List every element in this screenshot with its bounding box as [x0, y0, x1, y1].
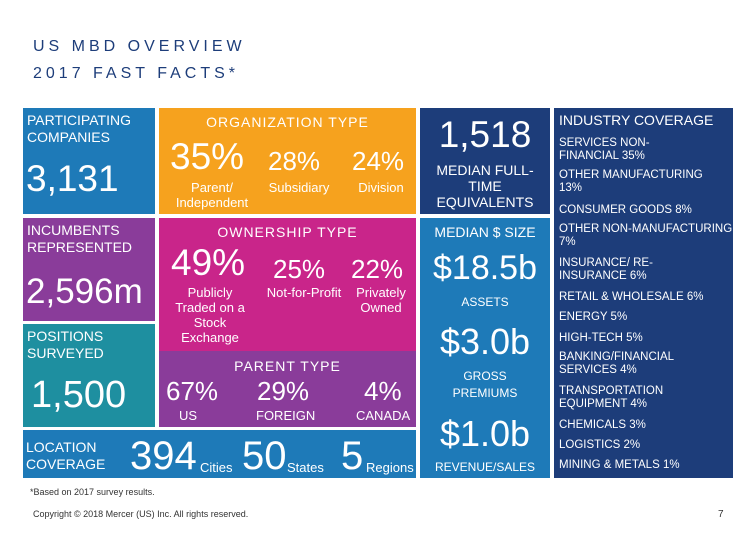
- revenue-value: $1.0b: [439, 413, 531, 454]
- industry-item: SERVICES NON-FINANCIAL 35%: [559, 137, 650, 162]
- location-value-states: 50: [242, 434, 287, 478]
- location-unit-regions: Regions: [366, 460, 414, 475]
- revenue-label: REVENUE/SALES: [434, 460, 536, 474]
- industry-item: CONSUMER GOODS 8%: [559, 204, 692, 216]
- location-value-regions: 5: [341, 434, 364, 478]
- positions-value: 1,500: [31, 374, 127, 416]
- parent-name-2: FOREIGN: [256, 408, 316, 423]
- location-value-cities: 394: [130, 434, 197, 478]
- ownership-label: OWNERSHIP TYPE: [217, 224, 358, 240]
- title-line-2: 2017 FAST FACTS*: [33, 65, 239, 82]
- assets-value: $18.5b: [433, 249, 537, 287]
- location-unit-cities: Cities: [200, 460, 233, 475]
- industry-item: OTHER NON-MANUFACTURING 7%: [559, 223, 733, 248]
- industry-item: BANKING/FINANCIAL SERVICES 4%: [559, 351, 674, 376]
- location-coverage-panel: LOCATION COVERAGE 394 Cities 50 States 5…: [23, 430, 416, 478]
- incumbents-panel: INCUMBENTS REPRESENTED 2,596m: [23, 218, 155, 321]
- own-pct-1: 49%: [171, 242, 246, 283]
- ownership-type-panel: OWNERSHIP TYPE 49% 25% 22% Publicly Trad…: [159, 218, 416, 351]
- fte-label: MEDIAN FULL-TIME EQUIVALENTS: [436, 162, 534, 210]
- own-name-3: Privately Owned: [356, 285, 406, 315]
- fte-value: 1,518: [438, 114, 532, 155]
- assets-label: ASSETS: [461, 295, 509, 309]
- org-name-1: Parent/ Independent: [175, 180, 249, 210]
- title-line-1: US MBD OVERVIEW: [33, 38, 246, 55]
- organization-label: ORGANIZATION TYPE: [206, 114, 369, 130]
- org-name-2: Subsidiary: [268, 180, 330, 195]
- parent-pct-1: 67%: [166, 376, 219, 406]
- industry-item: CHEMICALS 3%: [559, 419, 646, 431]
- industry-item: TRANSPORTATION EQUIPMENT 4%: [559, 385, 664, 410]
- industry-item: RETAIL & WHOLESALE 6%: [559, 291, 704, 303]
- parent-label: PARENT TYPE: [234, 358, 341, 374]
- org-pct-3: 24%: [352, 146, 405, 176]
- location-label: LOCATION COVERAGE: [26, 439, 106, 472]
- industry-item: ENERGY 5%: [559, 311, 628, 323]
- parent-pct-3: 4%: [364, 376, 402, 406]
- industry-coverage-panel: [554, 108, 733, 478]
- industry-item: HIGH-TECH 5%: [559, 332, 643, 344]
- own-name-1: Publicly Traded on a Stock Exchange: [175, 285, 245, 345]
- org-name-3: Division: [358, 180, 404, 195]
- gross-premiums-label: GROSS PREMIUMS: [452, 369, 518, 400]
- incumbents-value: 2,596m: [26, 272, 143, 311]
- org-pct-2: 28%: [268, 146, 321, 176]
- participating-value: 3,131: [26, 158, 119, 199]
- parent-pct-2: 29%: [257, 376, 310, 406]
- own-pct-3: 22%: [351, 254, 404, 284]
- organization-type-panel: ORGANIZATION TYPE 35% 28% 24% Parent/ In…: [159, 108, 416, 214]
- incumbents-label: INCUMBENTS REPRESENTED: [27, 222, 133, 255]
- page-number: 7: [718, 509, 724, 520]
- fte-panel: 1,518 MEDIAN FULL-TIME EQUIVALENTS: [420, 108, 550, 214]
- participating-companies-panel: PARTICIPATING COMPANIES 3,131: [23, 108, 155, 214]
- org-pct-1: 35%: [170, 136, 245, 177]
- parent-type-panel: PARENT TYPE 67% 29% 4% US FOREIGN CANADA: [159, 351, 416, 427]
- industry-item: OTHER MANUFACTURING 13%: [559, 169, 703, 194]
- positions-panel: POSITIONS SURVEYED 1,500: [23, 324, 155, 427]
- industry-item: LOGISTICS 2%: [559, 439, 641, 451]
- positions-label: POSITIONS SURVEYED: [27, 328, 104, 361]
- footnote: *Based on 2017 survey results.: [30, 487, 155, 497]
- location-unit-states: States: [287, 460, 324, 475]
- industry-item: MINING & METALS 1%: [559, 459, 680, 471]
- participating-label: PARTICIPATING COMPANIES: [27, 112, 131, 145]
- median-size-panel: MEDIAN $ SIZE $18.5b ASSETS $3.0b GROSS …: [420, 218, 550, 478]
- page-title: US MBD OVERVIEW 2017 FAST FACTS*: [33, 36, 246, 84]
- own-pct-2: 25%: [273, 254, 326, 284]
- industry-title: INDUSTRY COVERAGE: [559, 112, 714, 128]
- parent-name-1: US: [179, 408, 198, 423]
- industry-item: INSURANCE/ RE-INSURANCE 6%: [559, 257, 653, 282]
- own-name-2: Not-for-Profit: [266, 285, 342, 300]
- parent-name-3: CANADA: [356, 408, 411, 423]
- median-size-label: MEDIAN $ SIZE: [434, 224, 536, 240]
- copyright: Copyright © 2018 Mercer (US) Inc. All ri…: [33, 509, 249, 519]
- gross-premiums-value: $3.0b: [439, 321, 531, 362]
